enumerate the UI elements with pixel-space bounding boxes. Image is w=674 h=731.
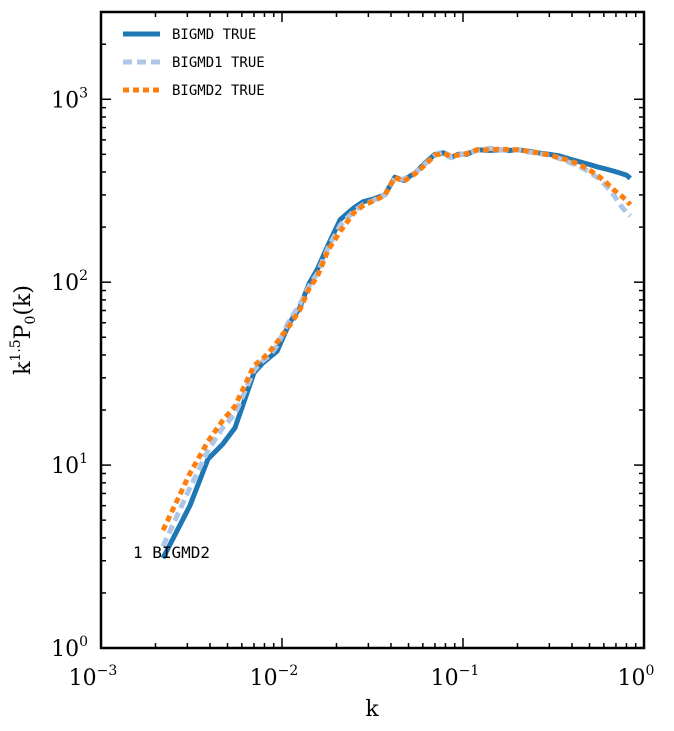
y-tick-base: 10 <box>51 454 79 479</box>
y-label-subscript: 0 <box>23 316 39 325</box>
x-axis-label: k <box>365 697 379 722</box>
x-tick-exponent: 0 <box>646 663 655 679</box>
y-axis-label: k1.5P0(k) <box>8 285 39 375</box>
x-tick-base: 10 <box>69 666 97 691</box>
y-label-exponent: 1.5 <box>8 339 24 361</box>
plot-frame <box>99 10 646 650</box>
x-tick-base: 10 <box>618 666 646 691</box>
y-tick-base: 10 <box>51 271 79 296</box>
y-tick-exponent: 2 <box>79 268 88 284</box>
series-line-2 <box>160 146 633 532</box>
x-tick-label: 10−1 <box>431 663 480 691</box>
y-tick-base: 10 <box>51 88 79 113</box>
x-tick-exponent: −3 <box>97 663 118 679</box>
x-tick-label: 10−3 <box>69 663 118 691</box>
y-tick-exponent: 3 <box>79 85 88 101</box>
y-tick-label: 102 <box>51 268 88 296</box>
legend-label-bigmd: BIGMD TRUE <box>172 27 256 43</box>
annotation-label: 1 BIGMD2 <box>133 543 210 562</box>
y-tick-base: 10 <box>51 637 79 662</box>
y-tick-exponent: 1 <box>79 451 88 467</box>
x-tick-base: 10 <box>250 666 278 691</box>
y-tick-label: 101 <box>51 451 88 479</box>
x-tick-label: 10−2 <box>250 663 299 691</box>
series-layer <box>160 145 633 560</box>
x-tick-exponent: −2 <box>278 663 299 679</box>
x-tick-exponent: −1 <box>459 663 480 679</box>
y-tick-label: 103 <box>51 85 88 113</box>
legend: BIGMD TRUE BIGMD1 TRUE BIGMD2 TRUE <box>123 27 265 99</box>
y-tick-label: 100 <box>51 634 88 662</box>
y-tick-exponent: 0 <box>79 634 88 650</box>
ticks-layer <box>100 11 645 649</box>
y-label-tail: (k) <box>11 285 36 316</box>
legend-label-bigmd2: BIGMD2 TRUE <box>172 83 265 99</box>
x-tick-base: 10 <box>431 666 459 691</box>
y-label-power: P <box>11 324 36 339</box>
legend-label-bigmd1: BIGMD1 TRUE <box>172 55 265 71</box>
x-tick-label: 100 <box>618 663 655 691</box>
y-label-base: k <box>11 361 36 375</box>
